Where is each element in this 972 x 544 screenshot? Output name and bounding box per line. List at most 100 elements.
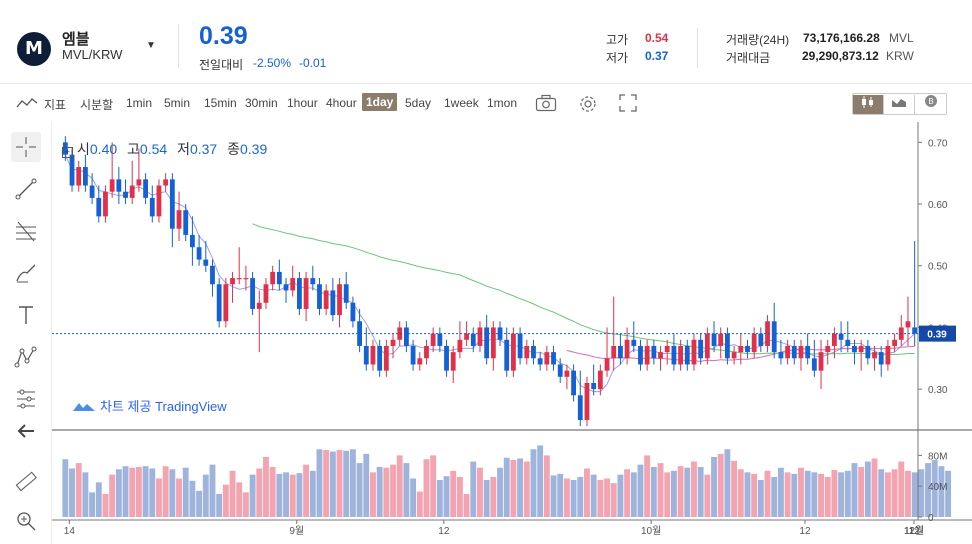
fullscreen-icon[interactable] xyxy=(619,94,637,117)
ruler-icon[interactable] xyxy=(11,466,41,496)
volume-bar xyxy=(209,464,216,517)
crosshair-icon[interactable] xyxy=(11,132,41,162)
indicator-button[interactable]: 지표 xyxy=(44,98,67,112)
interval-1hour[interactable]: 1hour xyxy=(287,96,318,110)
volume-bar xyxy=(557,473,564,517)
interval-1week[interactable]: 1week xyxy=(444,96,479,110)
text-tool-icon[interactable] xyxy=(11,300,41,330)
candle-body xyxy=(698,339,704,359)
volume-bar xyxy=(604,478,610,517)
candle-body xyxy=(156,185,162,217)
candle-body xyxy=(270,271,276,285)
logo-icon[interactable]: B xyxy=(915,94,946,114)
tradingview-credit[interactable]: 차트 제공 TradingView xyxy=(72,396,227,415)
candle-body xyxy=(390,339,396,346)
camera-icon[interactable] xyxy=(535,94,557,117)
volume-bar xyxy=(851,463,858,517)
candle-body xyxy=(189,234,195,248)
candle-body xyxy=(624,339,630,359)
interval-5min[interactable]: 5min xyxy=(164,96,191,110)
interval-1min[interactable]: 1min xyxy=(126,96,153,110)
interval-4hour[interactable]: 4hour xyxy=(326,96,357,110)
candle-body xyxy=(738,345,744,353)
fib-tool-icon[interactable] xyxy=(11,216,41,246)
prediction-icon[interactable] xyxy=(11,384,41,414)
price-chart[interactable]: 0.700.600.500.400.3080M40M0149월1210월1211… xyxy=(52,122,972,544)
change-amount: -0.01 xyxy=(299,56,327,70)
pair-dropdown-icon[interactable]: ▼ xyxy=(146,40,156,51)
volume-bar xyxy=(818,473,824,517)
volume-bar xyxy=(577,476,584,517)
brush-icon[interactable] xyxy=(11,258,41,288)
volume-bar xyxy=(450,470,457,517)
candle-body xyxy=(852,345,857,353)
amount-unit: KRW xyxy=(886,49,914,63)
gear-icon[interactable] xyxy=(578,94,598,119)
candle-body xyxy=(825,345,831,353)
candle-body xyxy=(430,333,436,346)
collapse-icon[interactable]: + xyxy=(62,147,73,158)
candle-body xyxy=(484,327,490,359)
volume-bar xyxy=(517,458,524,517)
interval-15min[interactable]: 15min xyxy=(204,96,237,110)
volume-bar xyxy=(156,478,162,517)
volume-bar xyxy=(142,466,149,517)
candle-body xyxy=(845,339,851,346)
candle-body xyxy=(76,167,82,186)
volume-bar xyxy=(784,472,791,517)
volume-bar xyxy=(584,468,590,517)
candle-body xyxy=(724,333,730,359)
candle-body xyxy=(604,358,610,371)
candle-icon[interactable] xyxy=(853,95,884,114)
volume-bar xyxy=(162,466,169,517)
low-value: 0.37 xyxy=(645,49,669,63)
volume-tick-label: 40M xyxy=(928,482,947,493)
legend-open-label: 시 xyxy=(77,141,90,157)
candle-body xyxy=(123,191,128,198)
candle-body xyxy=(490,327,496,359)
interval-1day[interactable]: 1day xyxy=(362,93,398,111)
candle-body xyxy=(691,339,697,365)
volume-bar xyxy=(791,473,798,517)
ohlc-legend: + 시0.40 고0.54 저0.37 종0.39 xyxy=(62,139,267,159)
candle-body xyxy=(450,352,456,371)
volume-bar xyxy=(530,449,537,517)
volume-bar xyxy=(403,463,410,517)
volume-bar xyxy=(597,480,604,517)
back-arrow-icon[interactable] xyxy=(11,416,41,446)
interval-label-button[interactable]: 시분할 xyxy=(80,98,114,112)
time-tick-label: 12 xyxy=(438,526,450,537)
volume-bar xyxy=(135,466,142,517)
candle-body xyxy=(765,321,770,346)
area-icon[interactable] xyxy=(884,95,915,114)
volume-tick-label: 80M xyxy=(928,451,947,462)
volume-bar xyxy=(222,484,229,517)
pattern-icon[interactable] xyxy=(11,342,41,372)
interval-1mon[interactable]: 1mon xyxy=(487,96,518,110)
last-price-label: 0.39 xyxy=(927,330,947,341)
legend-low-label: 저 xyxy=(177,141,190,157)
candle-body xyxy=(892,339,898,346)
volume-bar xyxy=(129,467,136,517)
indicator-icon[interactable] xyxy=(16,96,38,115)
volume-bar xyxy=(804,470,811,517)
chart-style-switch[interactable]: B xyxy=(852,93,947,115)
interval-30min[interactable]: 30min xyxy=(245,96,278,110)
trend-line-icon[interactable] xyxy=(11,174,41,204)
volume-bar xyxy=(269,466,276,517)
volume-bar xyxy=(523,461,530,517)
volume-bar xyxy=(644,455,651,517)
zoom-in-icon[interactable] xyxy=(11,506,41,536)
time-tick-label: 12월 xyxy=(904,525,924,537)
volume-bar xyxy=(309,470,316,517)
candle-body xyxy=(905,321,911,328)
candle-body xyxy=(62,142,68,155)
interval-5day[interactable]: 5day xyxy=(405,96,432,110)
volume-bar xyxy=(704,474,711,517)
volume-value: 73,176,166.28 xyxy=(803,31,880,45)
candle-body xyxy=(504,339,510,371)
volume-bar xyxy=(289,474,296,517)
volume-bar xyxy=(871,458,878,517)
volume-bar xyxy=(242,492,249,517)
candle-body xyxy=(531,345,536,359)
